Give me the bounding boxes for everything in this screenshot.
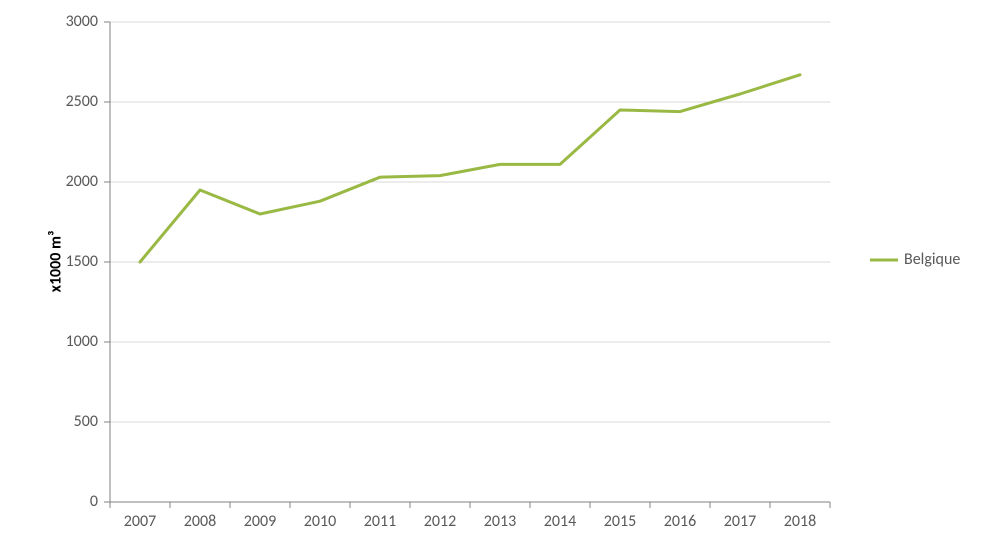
x-tick-label: 2014 (544, 512, 576, 531)
x-tick-label: 2010 (304, 512, 336, 531)
x-tick-label: 2009 (244, 512, 276, 531)
x-tick-label: 2018 (784, 512, 816, 531)
x-tick-label: 2012 (424, 512, 456, 531)
series-line (140, 75, 800, 262)
x-tick-label: 2016 (664, 512, 696, 531)
chart-svg: 0 500 1000 1500 2000 2500 3000 2007 2008 2009 2010… (0, 0, 988, 551)
y-tick-label: 0 (90, 492, 98, 511)
x-tick-label: 2007 (124, 512, 156, 531)
x-tick-label: 2017 (724, 512, 756, 531)
y-tick-label: 3000 (66, 12, 98, 31)
y-axis-label: x1000 m³ (46, 231, 65, 293)
legend-label: Belgique (904, 250, 960, 269)
y-tick-label: 500 (74, 412, 98, 431)
x-tick-label: 2015 (604, 512, 636, 531)
y-tick-label: 2000 (66, 172, 98, 191)
x-tick-label: 2013 (484, 512, 516, 531)
y-tick-label: 1000 (66, 332, 98, 351)
line-chart: 0 500 1000 1500 2000 2500 3000 2007 2008 2009 2010… (0, 0, 988, 551)
y-tick-label: 2500 (66, 92, 98, 111)
y-tick-label: 1500 (66, 252, 98, 271)
x-tick-label: 2008 (184, 512, 216, 531)
x-tick-label: 2011 (364, 512, 396, 531)
